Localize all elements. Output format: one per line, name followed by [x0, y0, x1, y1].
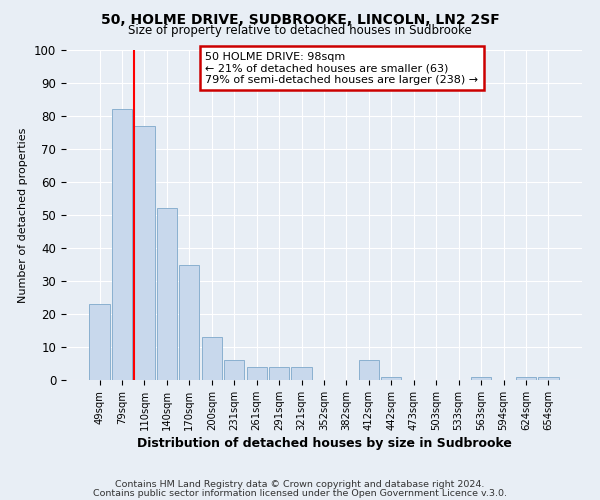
Text: Contains HM Land Registry data © Crown copyright and database right 2024.: Contains HM Land Registry data © Crown c…	[115, 480, 485, 489]
Text: 50 HOLME DRIVE: 98sqm
← 21% of detached houses are smaller (63)
79% of semi-deta: 50 HOLME DRIVE: 98sqm ← 21% of detached …	[205, 52, 478, 85]
X-axis label: Distribution of detached houses by size in Sudbrooke: Distribution of detached houses by size …	[137, 437, 511, 450]
Bar	[269, 367, 289, 380]
Bar	[179, 264, 199, 380]
Text: Contains public sector information licensed under the Open Government Licence v.: Contains public sector information licen…	[93, 489, 507, 498]
Bar	[471, 376, 491, 380]
Bar	[292, 367, 311, 380]
Bar	[516, 376, 536, 380]
Bar	[157, 208, 177, 380]
Bar	[202, 337, 222, 380]
Bar	[381, 376, 401, 380]
Y-axis label: Number of detached properties: Number of detached properties	[19, 128, 28, 302]
Bar	[247, 367, 267, 380]
Bar	[134, 126, 155, 380]
Bar	[89, 304, 110, 380]
Bar	[112, 110, 132, 380]
Text: 50, HOLME DRIVE, SUDBROOKE, LINCOLN, LN2 2SF: 50, HOLME DRIVE, SUDBROOKE, LINCOLN, LN2…	[101, 12, 499, 26]
Text: Size of property relative to detached houses in Sudbrooke: Size of property relative to detached ho…	[128, 24, 472, 37]
Bar	[224, 360, 244, 380]
Bar	[359, 360, 379, 380]
Bar	[538, 376, 559, 380]
